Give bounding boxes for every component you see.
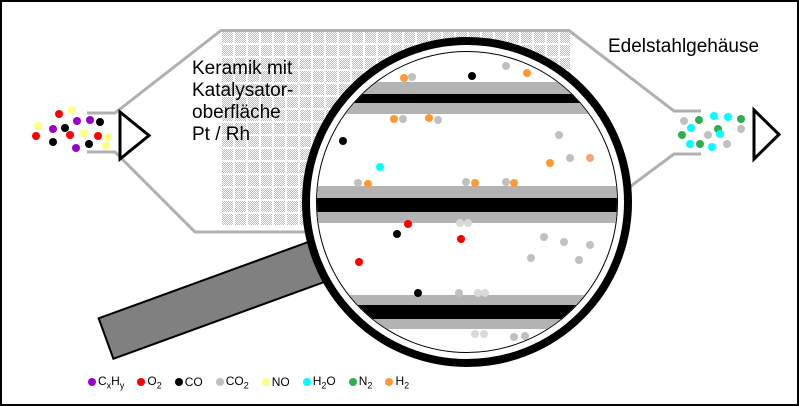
housing-top-outline bbox=[87, 29, 701, 115]
magnifier-lens bbox=[316, 51, 618, 353]
gray-molecule-dot bbox=[462, 178, 470, 186]
cxhy-legend-dot bbox=[88, 378, 96, 387]
legend-label-co: CO bbox=[184, 375, 203, 390]
legend-label-h2: H2 bbox=[395, 374, 410, 391]
ceramic-label-line: Pt / Rh bbox=[192, 124, 251, 145]
legend-label-o2: O2 bbox=[147, 374, 162, 391]
gray-molecule-dot bbox=[502, 178, 510, 186]
black-molecule-dot bbox=[339, 137, 347, 145]
co2-legend-dot bbox=[215, 378, 224, 387]
orange-molecule-dot bbox=[364, 180, 372, 188]
ceramic-label-line: oberfläche bbox=[192, 102, 281, 123]
gray-molecule-dot bbox=[521, 332, 529, 340]
black-molecule-dot bbox=[414, 289, 422, 297]
channel-wall bbox=[317, 305, 617, 319]
gray-molecule-dot bbox=[434, 116, 442, 124]
lightgray-molecule-dot bbox=[474, 289, 482, 297]
black-molecule-dot bbox=[393, 230, 401, 238]
orange-molecule-dot bbox=[523, 69, 531, 77]
washcoat-layer bbox=[317, 295, 617, 305]
orange-molecule-dot bbox=[425, 114, 433, 122]
washcoat-layer bbox=[317, 186, 617, 198]
washcoat-layer bbox=[317, 103, 617, 114]
legend-label-co2: CO2 bbox=[225, 374, 249, 391]
orange-molecule-dot bbox=[546, 159, 554, 167]
orange-molecule-dot bbox=[510, 179, 518, 187]
lightgray-molecule-dot bbox=[471, 330, 479, 338]
gray-molecule-dot bbox=[555, 131, 563, 139]
cyan-molecule-dot bbox=[376, 163, 384, 171]
ceramic-label-line: Katalysator- bbox=[192, 80, 294, 101]
legend-label-n2: N2 bbox=[358, 374, 373, 391]
gray-molecule-dot bbox=[527, 254, 535, 262]
co-legend-dot bbox=[174, 378, 183, 387]
gray-molecule-dot bbox=[560, 238, 568, 246]
no-legend-dot bbox=[261, 378, 270, 387]
gray-molecule-dot bbox=[354, 179, 362, 187]
gray-molecule-dot bbox=[455, 289, 463, 297]
washcoat-layer bbox=[317, 212, 617, 223]
lightgray-molecule-dot bbox=[456, 219, 464, 227]
inlet-flow-arrow-icon bbox=[118, 108, 152, 163]
gray-molecule-dot bbox=[510, 333, 518, 341]
legend-item-co2: CO2 bbox=[215, 374, 249, 391]
red-molecule-dot bbox=[404, 220, 412, 228]
legend-label-no: NO bbox=[271, 375, 290, 390]
channel-wall bbox=[317, 94, 617, 103]
lightgray-molecule-dot bbox=[481, 289, 489, 297]
washcoat-layer bbox=[317, 319, 617, 329]
legend-label-cxhy: CxHy bbox=[98, 374, 125, 391]
h2o-legend-dot bbox=[302, 378, 311, 387]
outlet-flow-arrow-icon bbox=[752, 106, 782, 163]
gray-molecule-dot bbox=[575, 256, 583, 264]
o2-legend-dot bbox=[137, 378, 146, 387]
legend-item-n2: N2 bbox=[348, 374, 373, 391]
channel-wall bbox=[317, 198, 617, 212]
red-molecule-dot bbox=[355, 258, 363, 266]
orange-molecule-dot bbox=[390, 115, 398, 123]
ceramic-label-line: Keramik mit bbox=[192, 58, 293, 79]
gray-molecule-dot bbox=[540, 233, 548, 241]
washcoat-layer bbox=[317, 82, 617, 94]
legend-item-h2o: H2O bbox=[302, 374, 336, 391]
n2-legend-dot bbox=[348, 378, 357, 387]
black-molecule-dot bbox=[468, 72, 476, 80]
gray-molecule-dot bbox=[502, 62, 510, 70]
legend: CxHy O2 CO CO2 NO H2O N2 H2 bbox=[88, 374, 409, 390]
h2-legend-dot bbox=[385, 378, 394, 387]
lightgray-molecule-dot bbox=[480, 330, 488, 338]
legend-item-no: NO bbox=[261, 375, 290, 390]
legend-item-h2: H2 bbox=[385, 374, 409, 390]
housing-label: Edelstahlgehäuse bbox=[608, 36, 760, 57]
legend-item-o2: O2 bbox=[137, 374, 162, 391]
gray-molecule-dot bbox=[566, 154, 574, 162]
lightgray-molecule-dot bbox=[464, 219, 472, 227]
gray-molecule-dot bbox=[399, 115, 407, 123]
legend-label-h2o: H2O bbox=[312, 374, 336, 391]
red-molecule-dot bbox=[457, 235, 465, 243]
legend-item-co: CO bbox=[174, 375, 203, 390]
orange-molecule-dot bbox=[400, 74, 408, 82]
orange-molecule-dot bbox=[471, 179, 479, 187]
gray-molecule-dot bbox=[408, 73, 416, 81]
legend-item-cxhy: CxHy bbox=[88, 374, 124, 390]
gray-molecule-dot bbox=[586, 241, 594, 249]
salmon-molecule-dot bbox=[586, 154, 594, 162]
ceramic-label: Keramik mit Katalysator- oberfläche Pt /… bbox=[192, 58, 293, 146]
